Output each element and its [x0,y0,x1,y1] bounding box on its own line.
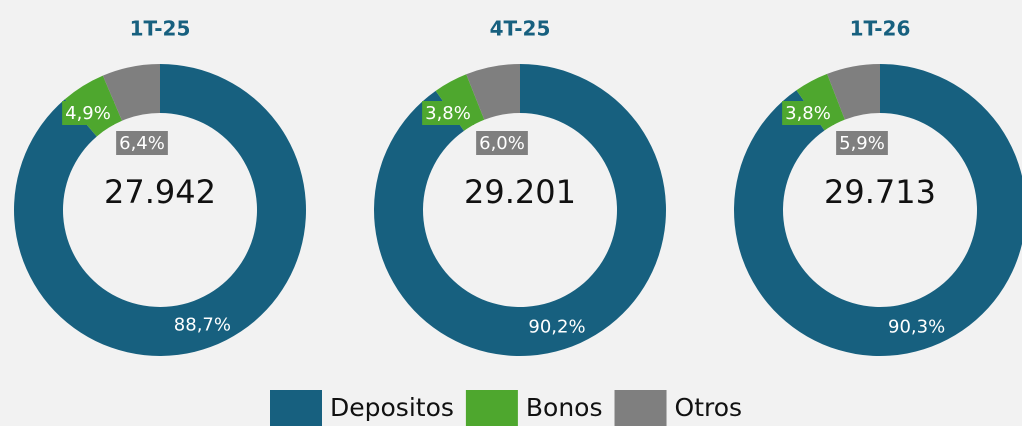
value-label-bg [782,101,834,125]
value-label: 6,0% [479,133,525,154]
value-label: 90,2% [528,316,585,337]
donut-slice [734,64,1022,356]
legend-label: Otros [675,393,743,422]
value-label: 88,7% [174,314,231,335]
legend-label: Bonos [526,393,603,422]
value-label-bg [62,101,114,125]
chart-title: 1T-25 [130,17,191,41]
chart-title: 1T-26 [850,17,911,41]
value-label-bg [116,131,168,155]
legend-swatch [614,390,667,426]
value-label: 90,3% [888,316,945,337]
value-label-bg [836,131,888,155]
legend-swatch [270,390,322,426]
donut-slice [102,64,160,121]
value-label-bg [422,101,474,125]
value-label: 3,8% [785,103,831,124]
donut-slice [14,64,306,357]
value-label: 3,8% [425,103,471,124]
total-label: 29.201 [464,173,576,211]
legend-label: Depositos [330,393,454,422]
value-label: 4,9% [65,103,111,124]
total-label: 27.942 [104,173,216,211]
legend-swatch [465,390,518,426]
donut-slice [466,64,520,120]
chart-title: 4T-25 [490,17,551,41]
donut-slice [374,64,666,356]
value-label: 5,9% [839,133,885,154]
donut-slice [827,64,880,120]
total-label: 29.713 [824,173,936,211]
value-label-bg [476,131,528,155]
value-label: 6,4% [119,133,165,154]
